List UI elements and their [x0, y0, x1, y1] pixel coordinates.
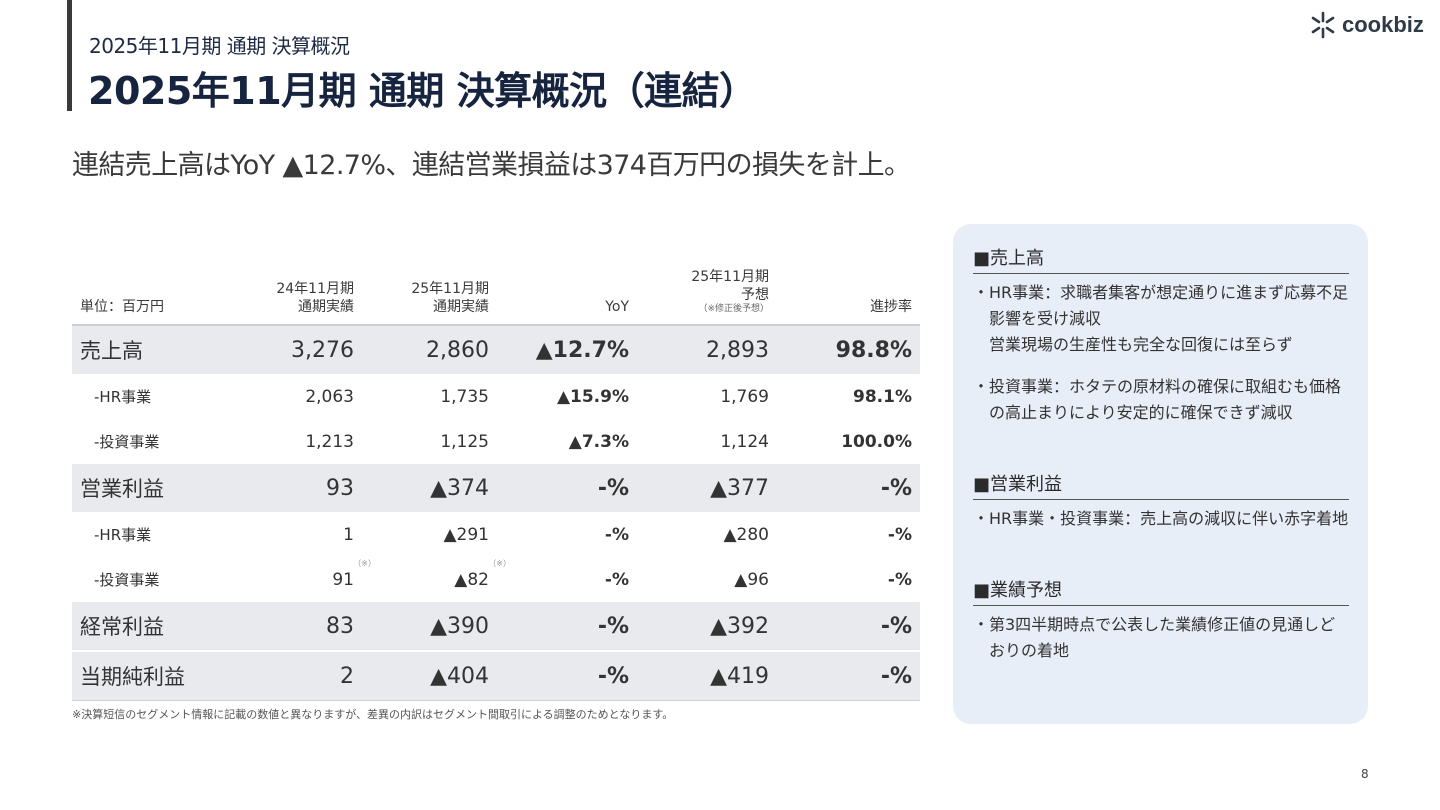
table-row: -投資事業 91 ▲82 -% ▲96 -%	[72, 557, 920, 602]
brand-logo: cookbiz	[1310, 10, 1424, 40]
section-title: ■売上高	[973, 244, 1349, 274]
row-label: 売上高	[72, 325, 227, 374]
cell-yoy: ▲7.3%	[568, 431, 629, 452]
cell-forecast: ▲419	[637, 650, 777, 701]
row-label: -投資事業	[94, 571, 160, 589]
table-row: 営業利益 93 ▲374 -% ▲377 -%	[72, 464, 920, 512]
cell-progress: -%	[887, 524, 912, 545]
section-forecast: ■業績予想 ・第3四半期時点で公表した業績修正値の見通しどおりの着地	[973, 576, 1349, 664]
header-forecast: 25年11月期 予想 （※修正後予想）	[637, 258, 777, 326]
cell-forecast: ▲96	[734, 569, 769, 590]
cell-yoy: ▲12.7%	[497, 325, 637, 374]
cell-yoy: -%	[497, 464, 637, 512]
cell-yoy: -%	[497, 602, 637, 651]
cell-progress: 98.1%	[853, 386, 912, 407]
header-yoy: YoY	[497, 258, 637, 326]
bullet-text: ・HR事業：求職者集客が想定通りに進まず応募不足影響を受け減収 営業現場の生産性も…	[973, 283, 1349, 354]
row-label: -HR事業	[94, 526, 152, 544]
page-subtitle: 2025年11月期 通期 決算概況	[89, 34, 350, 58]
table-row: 当期純利益 2 ▲404 -% ▲419 -%	[72, 650, 920, 701]
financial-summary-table: 単位：百万円 24年11月期 通期実績 25年11月期 通期実績 YoY 25年11…	[72, 258, 920, 701]
table-footnote: ※決算短信のセグメント情報に記載の数値と異なりますが、差異の内訳はセグメント間取…	[72, 708, 674, 721]
cell-forecast: 1,769	[720, 386, 769, 407]
header-fy25: 25年11月期 通期実績	[362, 258, 497, 326]
table-row: 売上高 3,276 2,860 ▲12.7% 2,893 98.8%	[72, 325, 920, 374]
cell-fy25: 2,860	[362, 325, 497, 374]
cell-yoy: ▲15.9%	[556, 386, 629, 407]
cell-fy24: 91	[332, 569, 354, 590]
cell-forecast: ▲392	[637, 602, 777, 651]
cell-fy25: ▲291 （※）	[443, 524, 511, 569]
headline: 連結売上高はYoY ▲12.7%、連結営業損益は374百万円の損失を計上。	[72, 150, 911, 181]
header-fy24: 24年11月期 通期実績	[227, 258, 362, 326]
cell-forecast: ▲280	[723, 524, 769, 545]
cell-progress: -%	[777, 602, 920, 651]
section-title: ■営業利益	[973, 470, 1349, 500]
title-accent-bar	[67, 0, 72, 111]
bullet-text: ・第3四半期時点で公表した業績修正値の見通しどおりの着地	[973, 615, 1336, 660]
cell-fy24: 93	[227, 464, 362, 512]
cell-yoy: -%	[604, 524, 629, 545]
cell-fy24: 83	[227, 602, 362, 651]
cell-fy24: 3,276	[227, 325, 362, 374]
table-row: 経常利益 83 ▲390 -% ▲392 -%	[72, 602, 920, 651]
table-row: -投資事業 1,213 1,125 ▲7.3% 1,124 100.0%	[72, 419, 920, 464]
cell-forecast: 1,124	[720, 431, 769, 452]
cell-progress: 100.0%	[841, 431, 912, 452]
row-label: -投資事業	[94, 433, 160, 451]
page-number: 8	[1361, 767, 1369, 781]
table-header-row: 単位：百万円 24年11月期 通期実績 25年11月期 通期実績 YoY 25年11…	[72, 258, 920, 326]
cell-fy24: 1,213	[305, 431, 354, 452]
cell-progress: 98.8%	[777, 325, 920, 374]
cell-fy25: ▲390	[362, 602, 497, 651]
cell-yoy: -%	[497, 650, 637, 701]
cell-fy25: ▲374	[362, 464, 497, 512]
cell-fy24: 2,063	[305, 386, 354, 407]
cell-forecast: ▲377	[637, 464, 777, 512]
cell-progress: -%	[777, 650, 920, 701]
cookbiz-logo-icon	[1311, 11, 1335, 39]
cell-fy24: 1 （※）	[343, 524, 376, 569]
section-operating-profit: ■営業利益 ・HR事業・投資事業：売上高の減収に伴い赤字着地	[973, 470, 1349, 532]
row-label: -HR事業	[94, 388, 152, 406]
footnote-mark: （※）	[353, 559, 376, 568]
cell-fy25: ▲404	[362, 650, 497, 701]
section-sales: ■売上高 ・HR事業：求職者集客が想定通りに進まず応募不足影響を受け減収 営業現場…	[973, 244, 1349, 426]
footnote-mark: （※）	[488, 559, 511, 568]
row-label: 営業利益	[72, 464, 227, 512]
header-unit: 単位：百万円	[72, 258, 227, 326]
cell-fy25: 1,735	[440, 386, 489, 407]
section-title: ■業績予想	[973, 576, 1349, 606]
cell-fy25: ▲82	[454, 569, 489, 590]
cell-progress: -%	[887, 569, 912, 590]
logo-text: cookbiz	[1342, 12, 1424, 37]
cell-fy25: 1,125	[440, 431, 489, 452]
row-label: 当期純利益	[72, 650, 227, 701]
commentary-panel: ■売上高 ・HR事業：求職者集客が想定通りに進まず応募不足影響を受け減収 営業現場…	[953, 224, 1368, 724]
bullet-text: ・HR事業・投資事業：売上高の減収に伴い赤字着地	[973, 509, 1349, 528]
cell-progress: -%	[777, 464, 920, 512]
header-progress: 進捗率	[777, 258, 920, 326]
cell-yoy: -%	[604, 569, 629, 590]
cell-forecast: 2,893	[637, 325, 777, 374]
page-title: 2025年11月期 通期 決算概況（連結）	[88, 69, 757, 113]
row-label: 経常利益	[72, 602, 227, 651]
cell-fy24: 2	[227, 650, 362, 701]
bullet-text: ・投資事業：ホタテの原材料の確保に取組むも価格の高止まりにより安定的に確保できず…	[973, 377, 1342, 422]
table-row: -HR事業 1 （※） ▲291 （※） -% ▲280 -%	[72, 512, 920, 569]
table-row: -HR事業 2,063 1,735 ▲15.9% 1,769 98.1%	[72, 374, 920, 419]
